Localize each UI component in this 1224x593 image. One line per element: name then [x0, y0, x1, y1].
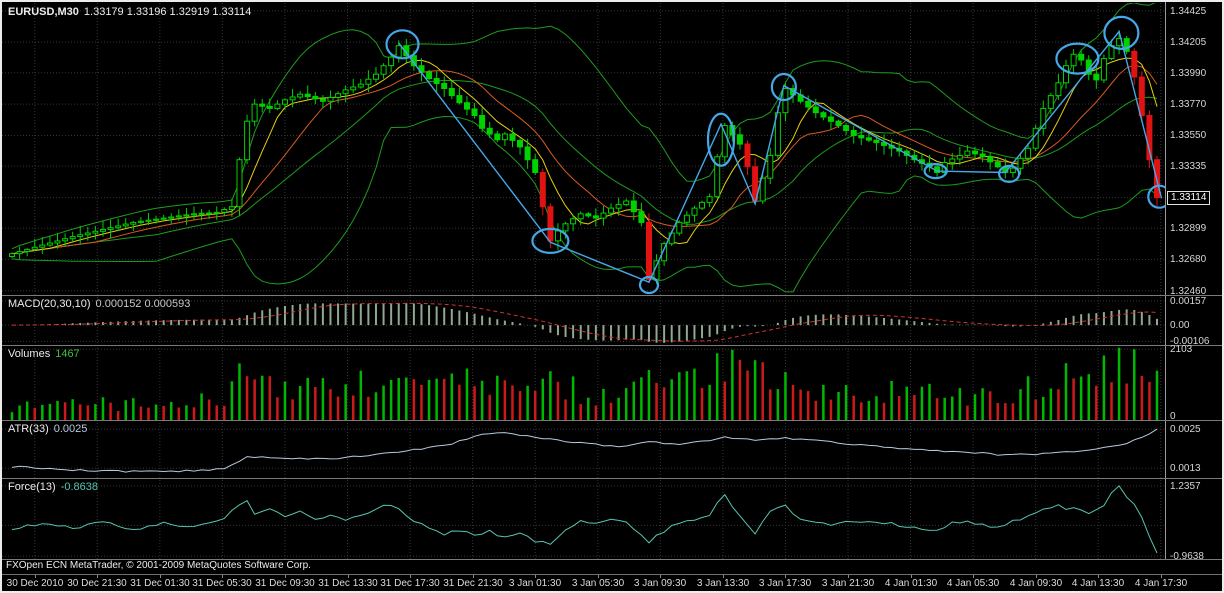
time-axis-label: 3 Jan 13:30: [696, 578, 750, 589]
time-axis-tick: [1036, 575, 1037, 578]
time-axis-label: 4 Jan 13:30: [1071, 578, 1125, 589]
time-axis-label: 3 Jan 09:30: [633, 578, 687, 589]
price-axis-tick: 1.32460: [1170, 286, 1207, 297]
price-axis-tick: 1.33770: [1170, 99, 1207, 110]
time-axis-tick: [911, 575, 912, 578]
time-axis-tick: [410, 575, 411, 578]
time-axis-tick: [1098, 575, 1099, 578]
time-axis-tick: [535, 575, 536, 578]
price-axis-tick: 1.33550: [1170, 130, 1207, 141]
atr-indicator-label: ATR(33) 0.0025: [8, 423, 87, 435]
price-axis-tick: 1.32899: [1170, 223, 1207, 234]
status-bar: FXOpen ECN MetaTrader, © 2001-2009 MetaQ…: [2, 560, 1222, 573]
price-axis-tick: 1.33335: [1170, 161, 1207, 172]
time-axis-label: 31 Dec 13:30: [318, 578, 378, 589]
current-price-tag: 1.33114: [1167, 191, 1211, 205]
time-axis-tick: [285, 575, 286, 578]
time-axis-label: 31 Dec 01:30: [130, 578, 190, 589]
macd-axis-tick: 0.00: [1170, 320, 1190, 331]
price-axis-tick: 1.33990: [1170, 68, 1207, 79]
time-axis-tick: [35, 575, 36, 578]
macd-indicator-label: MACD(20,30,10) 0.000152 0.000593: [8, 298, 190, 310]
time-axis-tick: [660, 575, 661, 578]
time-axis-tick: [222, 575, 223, 578]
force-indicator-label: Force(13) -0.8638: [8, 481, 98, 493]
macd-name: MACD(20,30,10): [8, 298, 91, 310]
volumes-axis-tick: 2103: [1170, 344, 1193, 355]
time-axis[interactable]: 30 Dec 2010 30 Dec 21:30 31 Dec 01:30 31 De…: [2, 574, 1222, 591]
price-axis-tick: 1.32680: [1170, 254, 1207, 265]
volumes-value: 1467: [55, 348, 80, 360]
force-name: Force(13): [8, 481, 56, 493]
price-axis-tick: 1.34205: [1170, 37, 1207, 48]
time-axis-label: 4 Jan 09:30: [1009, 578, 1063, 589]
macd-axis-tick: -0.00106: [1170, 336, 1210, 347]
time-axis-label: 31 Dec 17:30: [380, 578, 440, 589]
time-axis-tick: [723, 575, 724, 578]
time-axis-label: 4 Jan 01:30: [884, 578, 938, 589]
time-axis-label: 31 Dec 21:30: [443, 578, 503, 589]
time-axis-label: 3 Jan 05:30: [571, 578, 625, 589]
time-axis-label: 31 Dec 09:30: [255, 578, 315, 589]
price-axis-tick: 1.34425: [1170, 6, 1207, 17]
time-axis-tick: [848, 575, 849, 578]
time-axis-label: 3 Jan 21:30: [821, 578, 875, 589]
symbol-ohlc-label: EURUSD,M30 1.33179 1.33196 1.32919 1.3311…: [8, 6, 251, 18]
time-axis-label: 31 Dec 05:30: [192, 578, 252, 589]
force-axis-tick: -0.9638: [1170, 551, 1204, 562]
time-axis-tick: [1161, 575, 1162, 578]
time-axis-tick: [348, 575, 349, 578]
time-axis-tick: [973, 575, 974, 578]
atr-name: ATR(33): [8, 423, 49, 435]
time-axis-label: 4 Jan 05:30: [946, 578, 1000, 589]
time-axis-tick: [473, 575, 474, 578]
volumes-indicator-label: Volumes 1467: [8, 348, 80, 360]
macd-values: 0.000152 0.000593: [95, 298, 191, 310]
force-axis-tick: 1.2357: [1170, 481, 1201, 492]
ohlc-values: 1.33179 1.33196 1.32919 1.33114: [83, 6, 252, 18]
volumes-axis-tick: 0: [1170, 411, 1176, 422]
copyright-text: FXOpen ECN MetaTrader, © 2001-2009 MetaQ…: [6, 560, 311, 571]
macd-axis-tick: 0.00157: [1170, 296, 1207, 307]
time-axis-tick: [785, 575, 786, 578]
time-axis-label: 3 Jan 01:30: [508, 578, 562, 589]
time-axis-label: 3 Jan 17:30: [758, 578, 812, 589]
symbol-label: EURUSD,M30: [8, 6, 79, 18]
atr-axis-tick: 0.0013: [1170, 463, 1201, 474]
time-axis-label: 30 Dec 2010: [6, 578, 64, 589]
time-axis-label: 4 Jan 17:30: [1134, 578, 1188, 589]
time-axis-tick: [160, 575, 161, 578]
atr-axis-tick: 0.0025: [1170, 424, 1201, 435]
time-axis-label: 30 Dec 21:30: [67, 578, 127, 589]
time-axis-tick: [598, 575, 599, 578]
force-value: -0.8638: [60, 481, 98, 493]
time-axis-tick: [97, 575, 98, 578]
atr-value: 0.0025: [53, 423, 88, 435]
volumes-name: Volumes: [8, 348, 51, 360]
annotation-circles: [385, 15, 1172, 295]
